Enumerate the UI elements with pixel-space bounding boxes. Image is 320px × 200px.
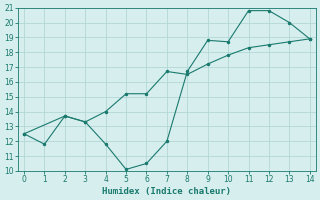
X-axis label: Humidex (Indice chaleur): Humidex (Indice chaleur) xyxy=(102,187,231,196)
